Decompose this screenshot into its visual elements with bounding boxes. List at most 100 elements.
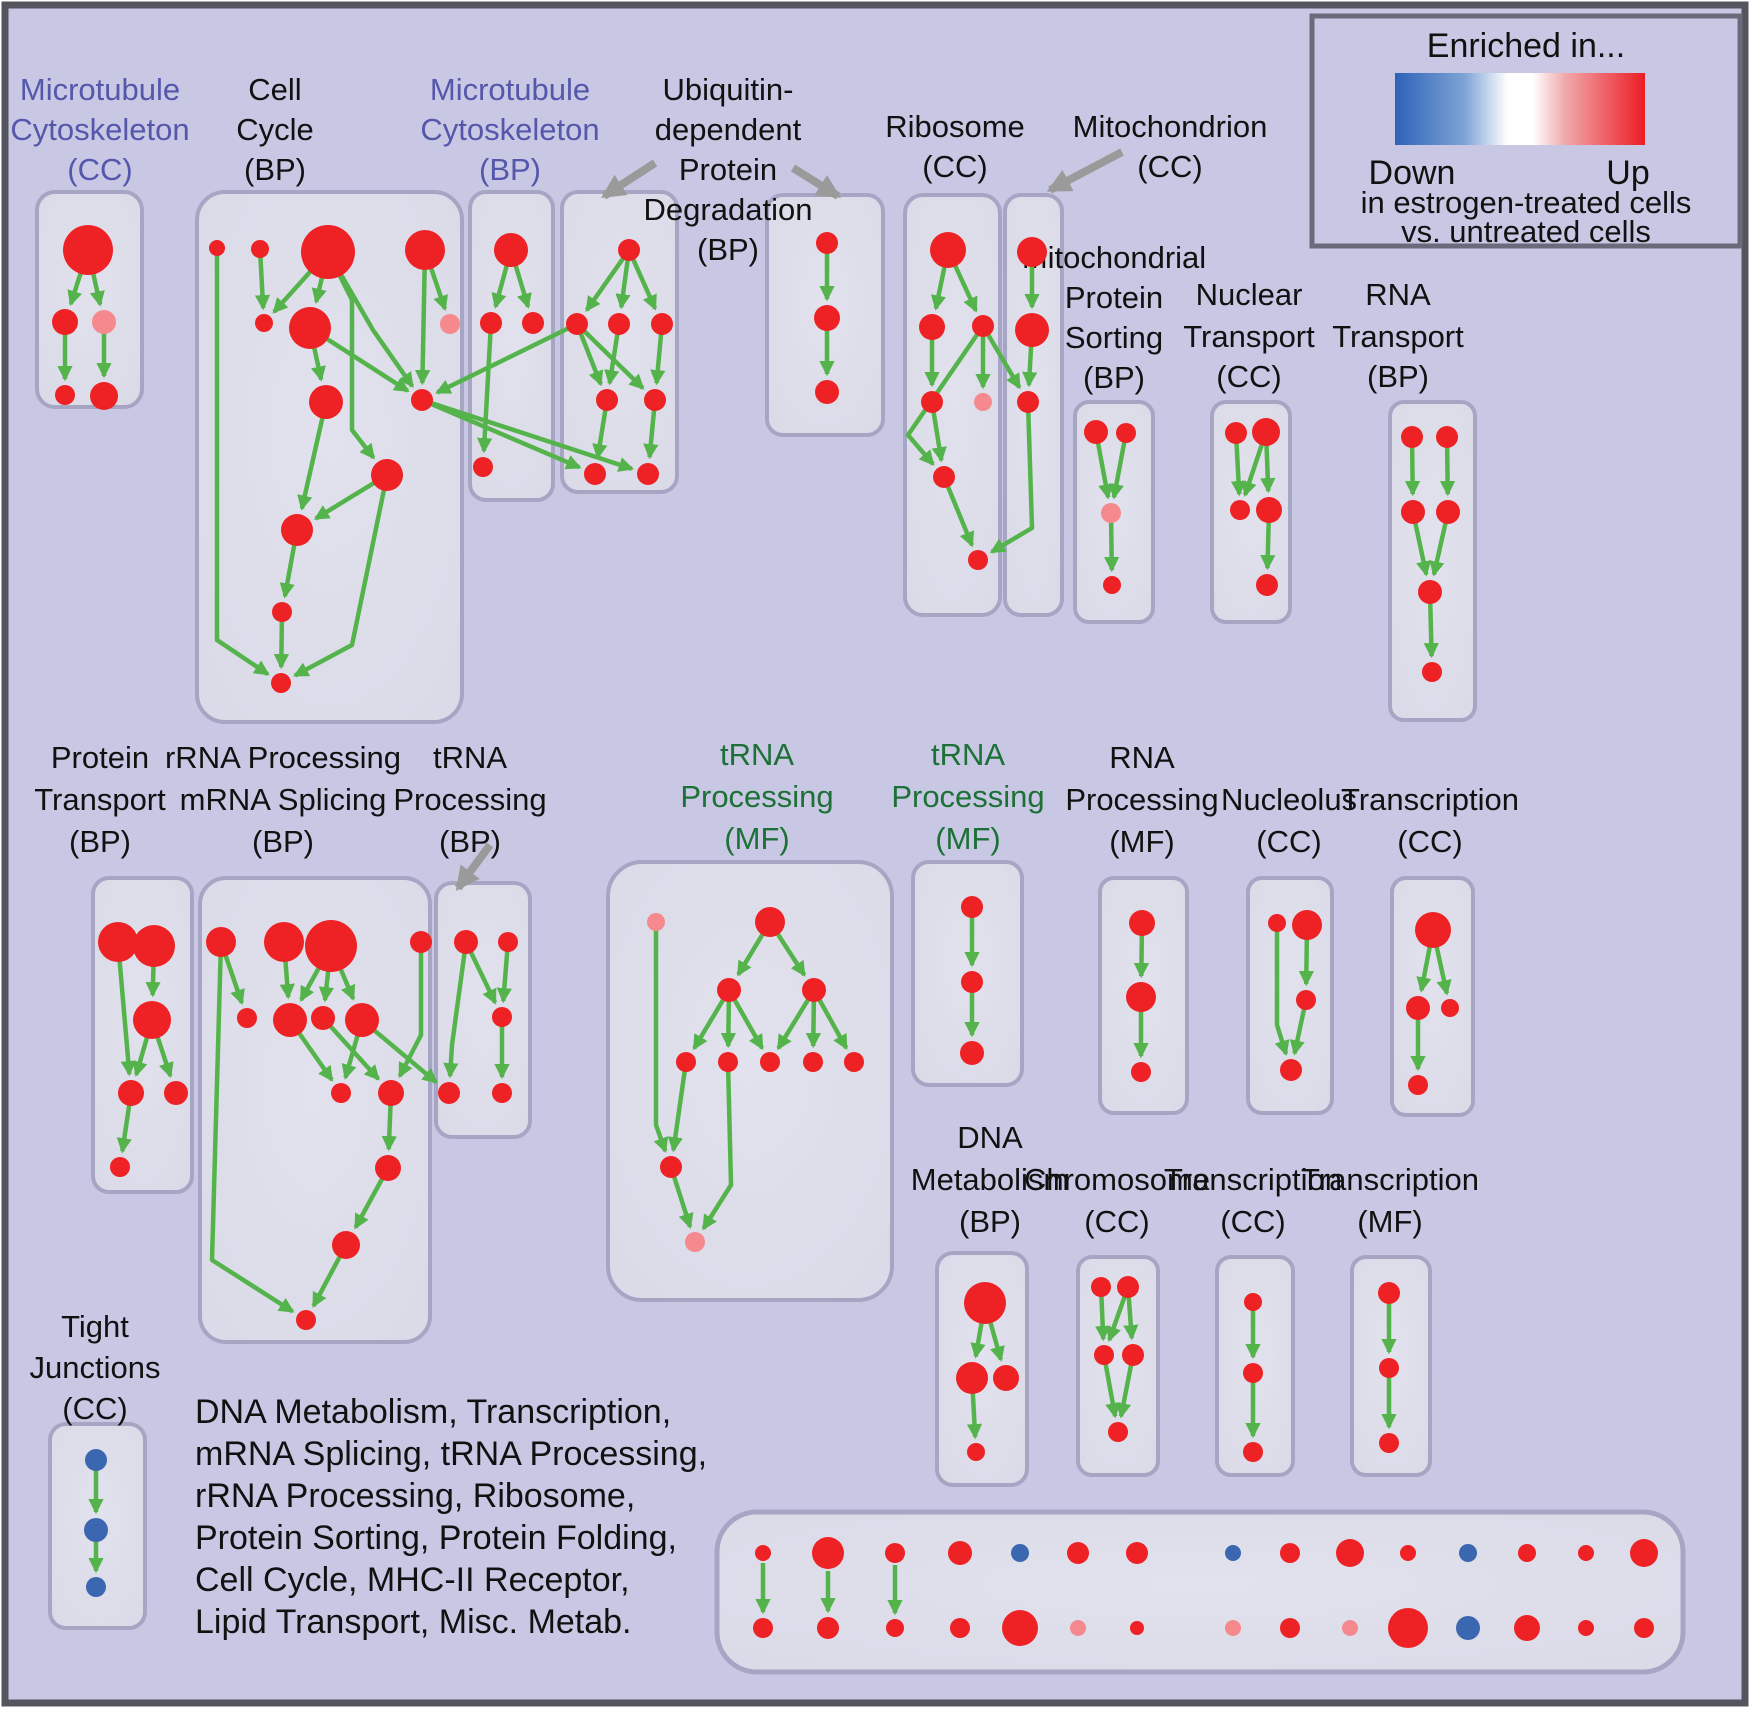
group-label-transcription-mf: (MF) [1357,1204,1422,1239]
go-term-node-red [273,1003,307,1037]
group-label-cell-cycle: Cell [248,72,301,107]
go-term-node-red [885,1543,905,1563]
edge-arrow [653,922,669,1154]
group-label-transcription-cc-1: (CC) [1397,824,1462,859]
group-box-microtubule-cc [35,190,144,409]
go-term-node-red [1243,1363,1263,1383]
group-label-rrna-mrna: (BP) [252,824,314,859]
legend-gradient-bar [1395,73,1645,145]
go-term-node-red [480,312,502,334]
go-term-node-red [237,1008,257,1028]
edge-arrow [435,321,578,395]
go-term-node-red [1122,1344,1144,1366]
go-term-node-red [1280,1618,1300,1638]
go-term-node-red [1067,1542,1089,1564]
go-term-node-red [1230,500,1250,520]
go-term-node-red [281,514,313,546]
group-label-ubiq-deg-left: (BP) [697,232,759,267]
go-term-node-red [1578,1545,1594,1561]
edge-arrow [701,1061,734,1231]
group-label-dna-metab: (BP) [959,1204,1021,1239]
go-term-node-red [1436,500,1460,524]
group-label-protein-transport: Transport [34,782,166,817]
group-label-mitochondrion-cc: Mitochondrion [1073,109,1268,144]
group-label-dna-metab: Metabolism [911,1162,1070,1197]
go-term-node-red [410,931,432,953]
go-term-node-red [271,673,291,693]
annotation-arrow-icon [1046,148,1124,194]
go-term-node-blue [84,1518,108,1542]
go-term-node-red [289,307,331,349]
go-term-node-red [950,1618,970,1638]
go-term-node-red [1280,1543,1300,1563]
go-term-node-red [411,389,433,411]
go-term-node-red [164,1081,188,1105]
go-term-node-red [209,240,225,256]
go-term-node-red [296,1310,316,1330]
group-label-microtubule-bp: (BP) [479,152,541,187]
group-label-ubiq-deg-left: Protein [679,152,777,187]
edge-arrow [115,941,136,1077]
go-term-node-red [637,463,659,485]
group-label-trna-bp: tRNA [433,740,507,775]
go-term-node-pink [440,314,460,334]
group-label-trna-bp: Processing [393,782,546,817]
go-term-node-red [1406,996,1430,1020]
edge-arrow [1101,1354,1121,1419]
go-term-node-red [1002,1610,1038,1646]
go-term-node-red [118,1080,144,1106]
go-term-node-red [886,1619,904,1637]
group-box-transcription-cc-1 [1390,876,1475,1117]
misc-categories-text: Cell Cycle, MHC-II Receptor, [195,1561,630,1599]
go-term-node-pink [92,310,116,334]
go-term-node-red [1401,426,1423,448]
go-term-node-red [948,1541,972,1565]
go-term-node-red [1108,1422,1128,1442]
go-term-node-red [1336,1539,1364,1567]
go-term-node-red [55,385,75,405]
go-term-node-red [803,1052,823,1072]
go-term-node-blue [1225,1545,1241,1561]
go-term-node-red [1296,990,1316,1010]
edge-arrow [421,397,635,472]
group-label-chromosome: (CC) [1084,1204,1149,1239]
go-term-node-red [473,457,493,477]
go-term-node-blue [1456,1616,1480,1640]
edge-arrow [297,401,329,511]
group-label-protein-transport: (BP) [69,824,131,859]
group-label-nucleolus: Nucleolus [1221,782,1357,817]
go-term-node-pink [1225,1620,1241,1636]
go-term-node-red [812,1537,844,1569]
group-label-rna-transport: (BP) [1367,359,1429,394]
go-term-node-red [596,389,618,411]
group-label-trna-mf-large: tRNA [720,737,794,772]
go-term-node-red [760,1052,780,1072]
annotation-arrow-icon [790,164,842,200]
go-term-node-red [1256,574,1278,596]
group-label-rna-proc-mf: RNA [1109,740,1175,775]
go-term-node-red [1244,1293,1262,1311]
group-label-nucleolus: (CC) [1256,824,1321,859]
go-term-node-red [1130,1621,1144,1635]
legend-up-label: Up [1606,154,1649,192]
go-term-node-red [255,314,273,332]
go-term-node-red [651,313,673,335]
go-term-node-red [492,1083,512,1103]
group-label-ribosome-cc: (CC) [922,149,987,184]
go-term-node-red [1378,1282,1400,1304]
go-term-node-red [454,930,478,954]
go-term-node-red [345,1003,379,1037]
go-term-node-red [1634,1618,1654,1638]
go-term-node-blue [85,1449,107,1471]
go-term-node-red [1379,1358,1399,1378]
edge-arrow [905,324,985,466]
legend-subtitle: in estrogen-treated cells [1361,185,1692,220]
go-term-node-pink [685,1232,705,1252]
go-term-node-red [90,382,118,410]
group-label-transcription-cc-1: Transcription [1341,782,1519,817]
go-term-node-red [1514,1615,1540,1641]
edge-arrow [941,476,975,548]
go-term-node-red [1268,914,1286,932]
legend-title: Enriched in... [1427,27,1625,65]
